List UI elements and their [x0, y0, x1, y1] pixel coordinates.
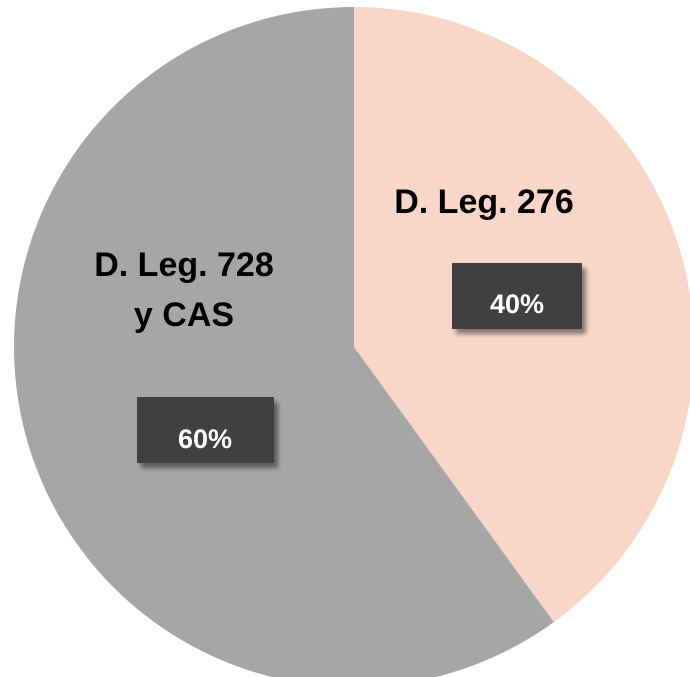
pie-slice-2 [14, 7, 554, 677]
slice-label-2-line-2: y CAS [134, 296, 234, 334]
slice-label-1-line-1: D. Leg. 276 [394, 183, 574, 221]
data-label-box-1 [452, 263, 582, 329]
pie-labels: D. Leg. 276 40% D. Leg. 728 y CAS 60% [94, 183, 582, 463]
data-label-2: 60% [178, 424, 232, 454]
data-label-box-2 [137, 397, 274, 463]
slice-label-2-line-1: D. Leg. 728 [94, 246, 274, 284]
pie-slices [14, 7, 690, 677]
data-label-1: 40% [490, 289, 544, 319]
